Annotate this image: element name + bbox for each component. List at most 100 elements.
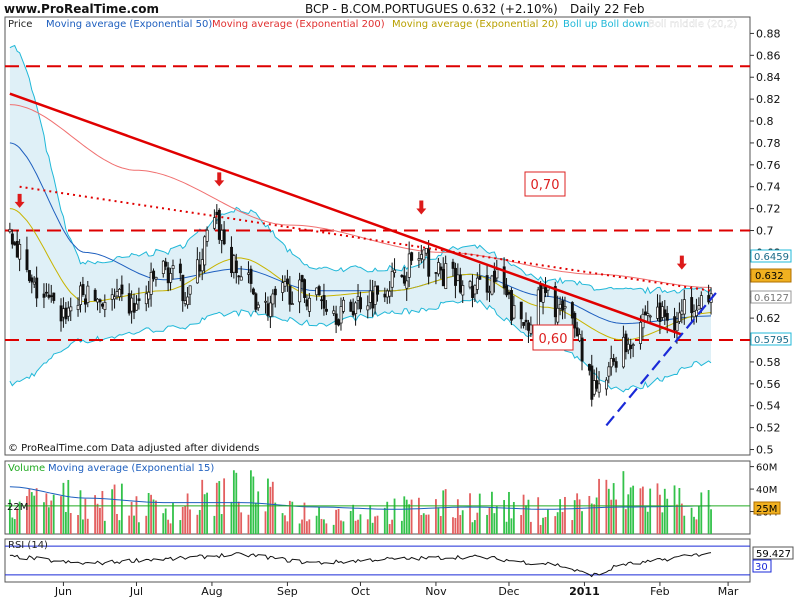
- dotted-trend-line: [19, 185, 712, 292]
- candle-body: [203, 236, 207, 266]
- volume-bar: [559, 499, 561, 534]
- volume-bar: [627, 494, 630, 534]
- volume-bar: [16, 508, 19, 534]
- volume-bar: [133, 515, 135, 534]
- candle-body: [339, 306, 343, 324]
- y-tick-label-15: 0.8: [756, 115, 774, 128]
- candle-body: [471, 286, 475, 298]
- legend-ema200: Moving average (Exponential 200): [212, 19, 385, 30]
- volume-bar: [663, 488, 666, 534]
- volume-bar: [422, 513, 425, 534]
- candle-body: [217, 210, 221, 240]
- volume-bar: [461, 510, 464, 534]
- candle-body: [96, 298, 100, 303]
- candle-body: [337, 319, 341, 326]
- candle-body: [273, 288, 277, 296]
- candle-body: [541, 287, 545, 303]
- volume-bar: [103, 520, 106, 534]
- x-tick-label-6: Dec: [498, 585, 519, 598]
- candle-body: [427, 248, 431, 277]
- volume-bar: [308, 519, 311, 534]
- candle-body: [215, 211, 219, 215]
- y-tick-label-12: 0.74: [756, 181, 781, 194]
- candle-body: [605, 379, 608, 390]
- badge-rsi-level: 30: [752, 559, 772, 573]
- down-arrow-2: [416, 200, 427, 215]
- rsi-line: [9, 552, 712, 578]
- volume-bar: [86, 518, 89, 534]
- candle-body: [135, 303, 139, 311]
- volume-bar: [254, 503, 257, 534]
- legend-price: Price: [8, 19, 32, 30]
- volume-bar: [656, 483, 659, 534]
- volume-bar: [595, 497, 598, 534]
- volume-bar: [79, 490, 82, 534]
- volume-bar: [206, 492, 208, 534]
- y-tick-label-13: 0.76: [756, 159, 781, 172]
- svg-text:0,70: 0,70: [531, 178, 560, 193]
- candle-body: [166, 267, 170, 284]
- y-tick-label-18: 0.86: [756, 49, 781, 62]
- volume-bar: [162, 513, 165, 534]
- candle-body: [66, 307, 70, 317]
- volume-bar: [700, 492, 703, 534]
- legend-boll-bands: Boll up Boll down: [563, 19, 649, 30]
- candle-body: [556, 307, 560, 323]
- candle-body: [410, 252, 414, 261]
- falling-trend-line: [9, 92, 683, 336]
- svg-text:0.5795: 0.5795: [754, 335, 789, 346]
- volume-bar: [439, 516, 442, 534]
- candle-body: [400, 274, 404, 278]
- volume-bar: [30, 492, 33, 534]
- candle-body: [13, 242, 17, 246]
- candle-body: [519, 301, 523, 320]
- candle-body: [113, 296, 117, 300]
- volume-bar: [189, 509, 191, 534]
- candle-body: [646, 313, 650, 316]
- volume-bar: [473, 520, 476, 534]
- candle-body: [315, 287, 319, 296]
- candle-body: [624, 333, 628, 353]
- candle-body: [461, 285, 465, 296]
- volume-bar: [612, 483, 615, 534]
- candle-body: [673, 316, 677, 331]
- volume-bar: [167, 519, 170, 534]
- candle-body: [529, 324, 533, 334]
- candle-body: [234, 260, 238, 274]
- candle-body: [563, 306, 567, 309]
- volume-bar: [172, 502, 174, 534]
- candle-body: [10, 233, 14, 245]
- candle-body: [473, 284, 477, 295]
- legend-rsi: RSI (14): [8, 540, 48, 551]
- vol-tick-label-2: 60M: [756, 463, 777, 474]
- volume-bar: [101, 490, 104, 534]
- y-tick-label-17: 0.84: [756, 71, 781, 84]
- candle-body: [300, 275, 304, 283]
- candle-body: [25, 249, 29, 270]
- badge-boll-down: 0.5795: [750, 332, 792, 346]
- candle-body: [648, 315, 652, 318]
- legend-volume-ema15: Moving average (Exponential 15): [48, 463, 214, 474]
- badge-price: 0.632: [750, 268, 792, 283]
- volume-bar: [644, 506, 647, 534]
- candle-body: [288, 285, 292, 305]
- candle-body: [656, 306, 660, 319]
- candle-body: [553, 286, 557, 318]
- candle-body: [305, 299, 309, 307]
- candle-body: [663, 309, 667, 317]
- volume-bar: [374, 516, 376, 534]
- candle-body: [15, 240, 19, 258]
- volume-bar: [564, 496, 566, 534]
- candle-body: [626, 343, 630, 351]
- volume-bar: [303, 502, 306, 534]
- down-arrow-1: [214, 172, 225, 187]
- candle-body: [368, 290, 372, 303]
- candle-body: [407, 253, 411, 278]
- volume-bar: [52, 494, 55, 534]
- candle-body: [405, 280, 409, 289]
- volume-bar: [237, 501, 240, 534]
- candle-body: [42, 293, 46, 298]
- volume-bar: [249, 470, 252, 534]
- volume-bar: [527, 499, 530, 534]
- volume-bar: [47, 507, 50, 534]
